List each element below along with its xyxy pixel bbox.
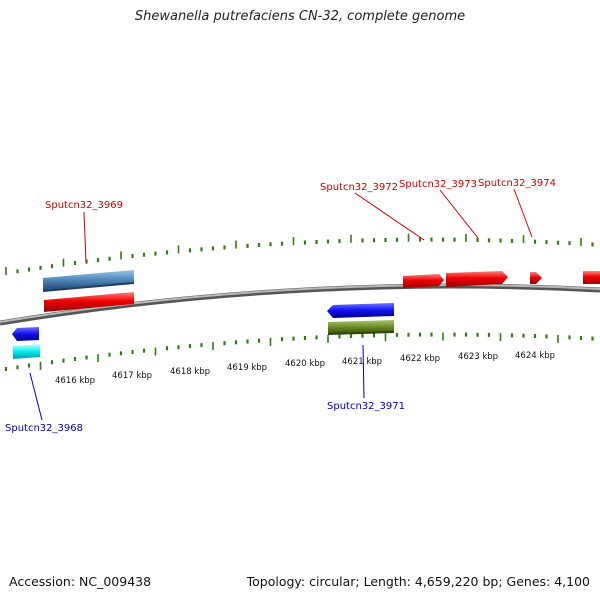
feature-right-edge[interactable]: [583, 271, 600, 284]
kbp-label-4618: 4618 kbp: [170, 367, 210, 377]
lower-scale-ticks: [4, 332, 594, 371]
feature-sputcn32-3972[interactable]: [403, 274, 444, 288]
gene-label-sputcn32-3968[interactable]: Sputcn32_3968: [5, 423, 83, 434]
upper-scale-ticks: [5, 233, 594, 275]
leader-line-3972: [354, 192, 425, 241]
feature-sputcn32-3969-steel[interactable]: [43, 270, 134, 292]
gene-label-sputcn32-3972[interactable]: Sputcn32_3972: [320, 182, 398, 193]
accession-text: Accession: NC_009438: [9, 574, 152, 589]
feature-sputcn32-3968-blue[interactable]: [12, 327, 39, 341]
gene-label-sputcn32-3973[interactable]: Sputcn32_3973: [399, 179, 477, 190]
feature-sputcn32-3971-olive[interactable]: [328, 320, 394, 335]
kbp-label-4621: 4621 kbp: [342, 357, 382, 367]
kbp-label-4619: 4619 kbp: [227, 363, 267, 373]
map-title: Shewanella putrefaciens CN-32, complete …: [134, 9, 466, 24]
kbp-label-4624: 4624 kbp: [515, 351, 555, 361]
kbp-label-4617: 4617 kbp: [112, 371, 152, 381]
genome-backbone: [0, 283, 600, 326]
feature-sputcn32-3971[interactable]: [327, 303, 394, 318]
leader-line-3971: [362, 344, 365, 399]
gene-label-sputcn32-3971[interactable]: Sputcn32_3971: [327, 401, 405, 412]
gene-label-sputcn32-3969[interactable]: Sputcn32_3969: [45, 200, 123, 211]
kbp-label-4623: 4623 kbp: [458, 352, 498, 362]
topology-text: Topology: circular; Length: 4,659,220 bp…: [246, 574, 590, 589]
genome-backbone-highlight: [0, 284, 600, 323]
feature-sputcn32-3974[interactable]: [530, 272, 542, 284]
leader-line-3968: [29, 372, 43, 421]
leader-line-3969: [83, 211, 87, 263]
leader-line-3974: [513, 188, 533, 238]
kbp-label-4620: 4620 kbp: [285, 359, 325, 369]
kbp-label-4616: 4616 kbp: [55, 376, 95, 386]
leader-line-3973: [439, 189, 479, 239]
gene-label-sputcn32-3974[interactable]: Sputcn32_3974: [478, 178, 556, 189]
feature-sputcn32-3969[interactable]: [44, 292, 134, 312]
feature-sputcn32-3968-cyan[interactable]: [13, 344, 40, 359]
feature-sputcn32-3973[interactable]: [446, 271, 508, 287]
kbp-label-4622: 4622 kbp: [400, 354, 440, 364]
